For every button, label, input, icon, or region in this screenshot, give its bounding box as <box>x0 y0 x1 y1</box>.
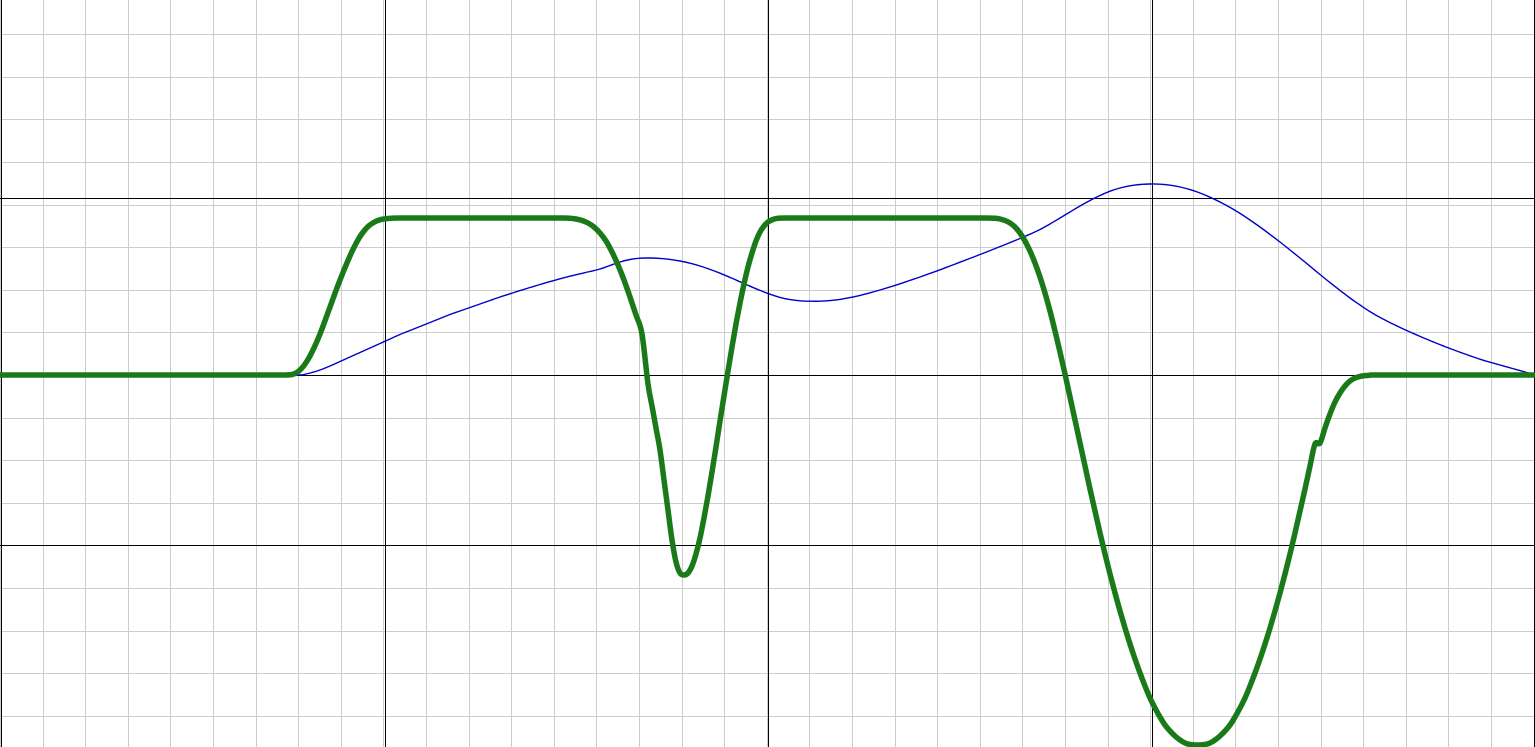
data-series-group <box>0 183 1535 747</box>
series-line-blue-thin-curve <box>0 183 1535 376</box>
series-line-green-thick-curve <box>0 215 1535 747</box>
